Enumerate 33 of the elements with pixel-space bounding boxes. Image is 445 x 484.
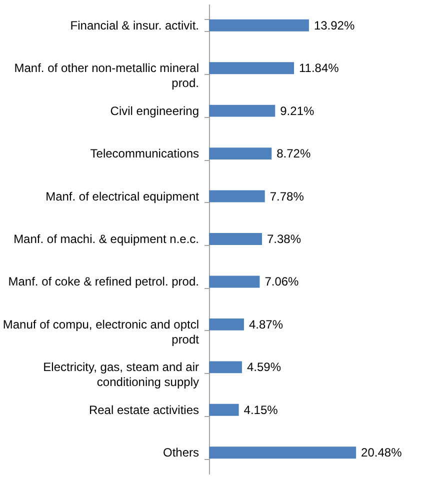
data-label: 11.84%: [299, 61, 340, 76]
y-tick-label: Manf. of electrical equipment: [46, 189, 200, 204]
data-label: 7.78%: [270, 189, 304, 204]
y-tick-label: Manf. of coke & refined petrol. prod.: [8, 274, 199, 289]
bar: [209, 404, 239, 416]
y-tick-label: Manuf of compu, electronic and optcl prodt: [2, 317, 200, 346]
data-label: 4.87%: [248, 317, 284, 332]
y-tick-label: Financial & insur. activit.: [70, 18, 199, 32]
data-label: 13.92%: [314, 18, 355, 32]
bar: [209, 361, 242, 374]
bar: [209, 318, 244, 330]
y-tick-label: Civil engineering: [110, 104, 199, 118]
bar: [209, 233, 262, 245]
y-tick-label: Manf. of machi. & equipment n.e.c.: [14, 232, 199, 246]
bar: [209, 276, 260, 288]
data-label: 8.72%: [276, 146, 311, 161]
y-tick-label: Real estate activities: [88, 402, 199, 417]
data-label: 20.48%: [361, 446, 402, 460]
data-label: 9.21%: [280, 104, 314, 118]
bar: [209, 104, 276, 117]
bar: [209, 446, 356, 459]
bar: [209, 148, 272, 160]
y-tick-label: Electricity, gas, steam and air conditioning supply: [43, 360, 199, 390]
y-tick-label: Telecommunications: [90, 146, 199, 161]
data-label: 4.15%: [244, 402, 278, 417]
bar: [209, 19, 309, 32]
data-label: 7.38%: [266, 232, 302, 246]
y-tick-label: Others: [162, 446, 199, 460]
y-tick-label: Manf. of other non-metallic mineral prod.: [14, 61, 199, 90]
bar: [209, 190, 265, 202]
data-label: 7.06%: [264, 274, 300, 289]
data-label: 4.59%: [246, 360, 282, 374]
bar: [209, 62, 294, 74]
